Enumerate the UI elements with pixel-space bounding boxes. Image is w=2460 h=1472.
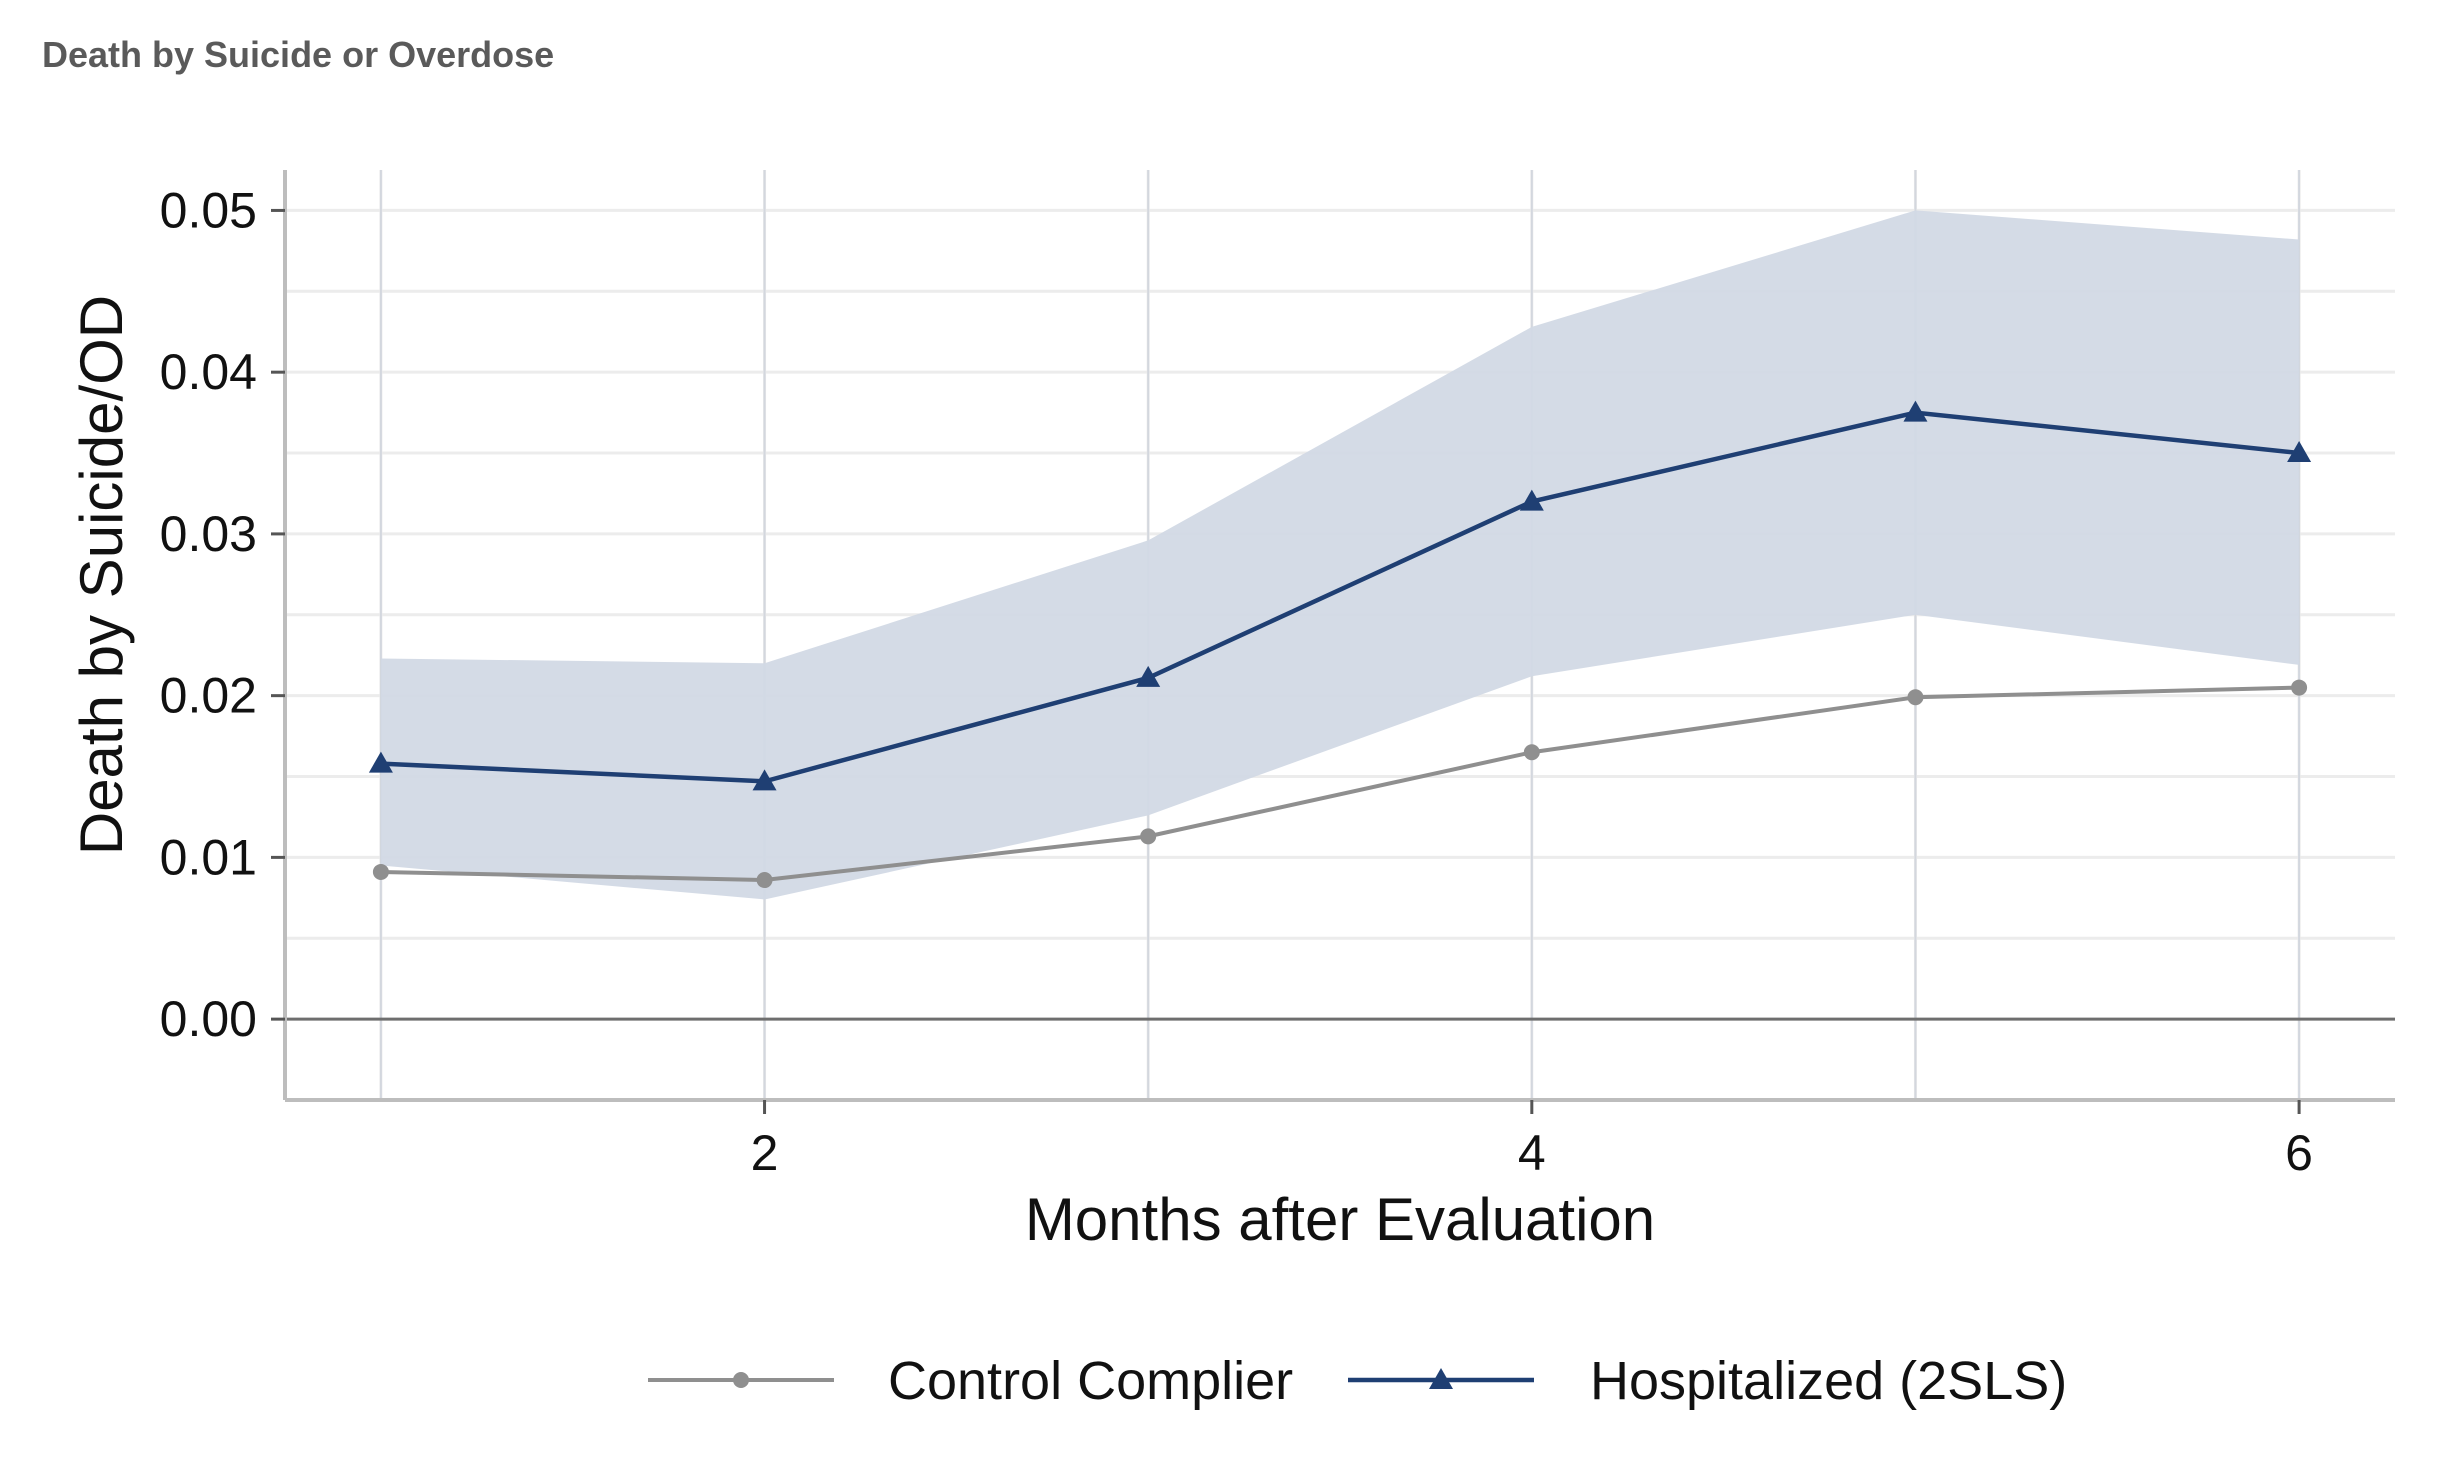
y-tick-label: 0.03: [160, 506, 257, 562]
confidence-band-layer: [380, 210, 2300, 900]
series-line-hospitalized: [380, 410, 2300, 784]
axes: [271, 170, 2395, 1114]
legend: Control Complier Hospitalized (2SLS): [648, 1351, 2067, 1411]
legend-item-hospitalized: Hospitalized (2SLS): [1348, 1351, 2067, 1411]
y-tick-label: 0.02: [160, 668, 257, 724]
data-point-control-complier: [372, 863, 389, 880]
figure-title: Death by Suicide or Overdose: [42, 34, 555, 75]
data-point-hospitalized: [2287, 441, 2312, 463]
y-tick-label: 0.04: [160, 344, 257, 400]
confidence-band-hospitalized: [380, 210, 2300, 900]
legend-item-control-complier: Control Complier: [648, 1351, 1293, 1411]
y-tick-label: 0.00: [160, 991, 257, 1047]
data-point-hospitalized: [1519, 489, 1544, 511]
data-point-control-complier: [756, 872, 773, 889]
x-tick-label: 6: [2285, 1125, 2313, 1181]
legend-marker-circle: [733, 1372, 749, 1388]
series-lines-layer: [368, 400, 2312, 889]
data-point-hospitalized: [752, 769, 777, 791]
series-line-control-complier: [380, 685, 2300, 883]
legend-marker-triangle: [1429, 1368, 1453, 1389]
data-point-hospitalized: [1903, 400, 1928, 422]
y-axis-title: Death by Suicide/OD: [68, 295, 135, 855]
legend-label-hospitalized: Hospitalized (2SLS): [1590, 1351, 2067, 1411]
data-point-hospitalized: [368, 751, 393, 773]
x-tick-label: 2: [751, 1125, 779, 1181]
data-point-control-complier: [2291, 679, 2308, 696]
data-point-control-complier: [1907, 689, 1924, 706]
legend-label-control-complier: Control Complier: [888, 1351, 1293, 1411]
data-point-control-complier: [1140, 828, 1157, 845]
tick-labels: 0.00 0.01 0.02 0.03 0.04 0.05 2 4 6: [160, 182, 2313, 1181]
x-tick-label: 4: [1518, 1125, 1546, 1181]
y-tick-label: 0.01: [160, 829, 257, 885]
y-tick-label: 0.05: [160, 182, 257, 238]
data-point-control-complier: [1523, 744, 1540, 761]
data-point-hospitalized: [1136, 665, 1161, 687]
x-axis-title: Months after Evaluation: [1025, 1186, 1655, 1253]
